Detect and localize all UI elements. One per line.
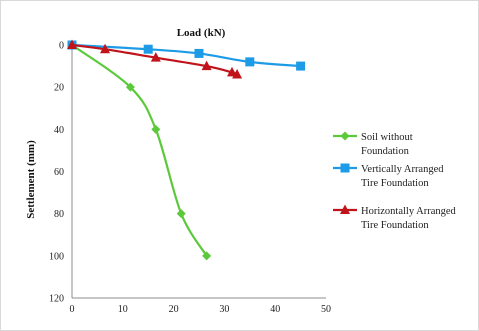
series-line	[71, 44, 208, 257]
y-tick-label: 120	[49, 294, 64, 305]
y-tick-label: 0	[59, 41, 64, 52]
series-layer	[67, 39, 306, 261]
data-point	[296, 61, 306, 71]
legend-label-line1: Vertically Arranged	[361, 164, 444, 175]
y-tick-label: 100	[49, 251, 64, 262]
data-point	[232, 69, 243, 79]
legend-marker	[340, 163, 350, 173]
legend-item-vertically-arranged: Vertically Arranged Tire Foundation	[333, 163, 444, 189]
x-tick-label: 50	[321, 304, 331, 315]
data-point	[176, 209, 186, 219]
data-point	[201, 60, 212, 71]
x-tick-label: 20	[169, 304, 179, 315]
legend-label-line1: Horizontally Arranged	[361, 206, 457, 217]
data-point	[143, 44, 153, 54]
legend-marker	[340, 131, 350, 141]
data-point	[100, 43, 111, 54]
legend-marker	[340, 204, 350, 214]
series-horizontally-arranged	[67, 39, 243, 79]
legend-label-line2: Tire Foundation	[361, 220, 429, 231]
x-tick-label: 30	[219, 304, 229, 315]
data-point	[151, 124, 161, 134]
legend-label-line2: Foundation	[361, 146, 410, 157]
data-point	[245, 57, 255, 67]
series-soil-without-foundation	[67, 40, 212, 261]
legend-label-line2: Tire Foundation	[361, 178, 429, 189]
y-tick-labels: 0 20 40 60 80 100 120	[49, 41, 64, 305]
y-axis-title: Settlement (mm)	[25, 140, 37, 219]
data-point	[150, 52, 161, 62]
y-tick-label: 20	[54, 83, 64, 94]
x-tick-labels: 0 10 20 30 40 50	[70, 304, 332, 315]
data-point	[194, 48, 204, 58]
data-point	[125, 82, 135, 92]
legend: Soil without Foundation Vertically Arrange…	[333, 131, 457, 231]
x-tick-label: 0	[70, 304, 75, 315]
legend-label-line1: Soil without	[361, 132, 413, 143]
y-tick-label: 60	[54, 167, 64, 178]
legend-item-soil-without-foundation: Soil without Foundation	[333, 131, 413, 157]
data-point	[67, 39, 77, 49]
y-tick-label: 80	[54, 209, 64, 220]
data-point	[202, 251, 212, 261]
x-axis-title: Load (kN)	[177, 27, 226, 39]
x-tick-label: 10	[118, 304, 128, 315]
x-tick-label: 40	[270, 304, 280, 315]
legend-item-horizontally-arranged: Horizontally Arranged Tire Foundation	[333, 204, 457, 231]
y-tick-label: 40	[54, 125, 64, 136]
